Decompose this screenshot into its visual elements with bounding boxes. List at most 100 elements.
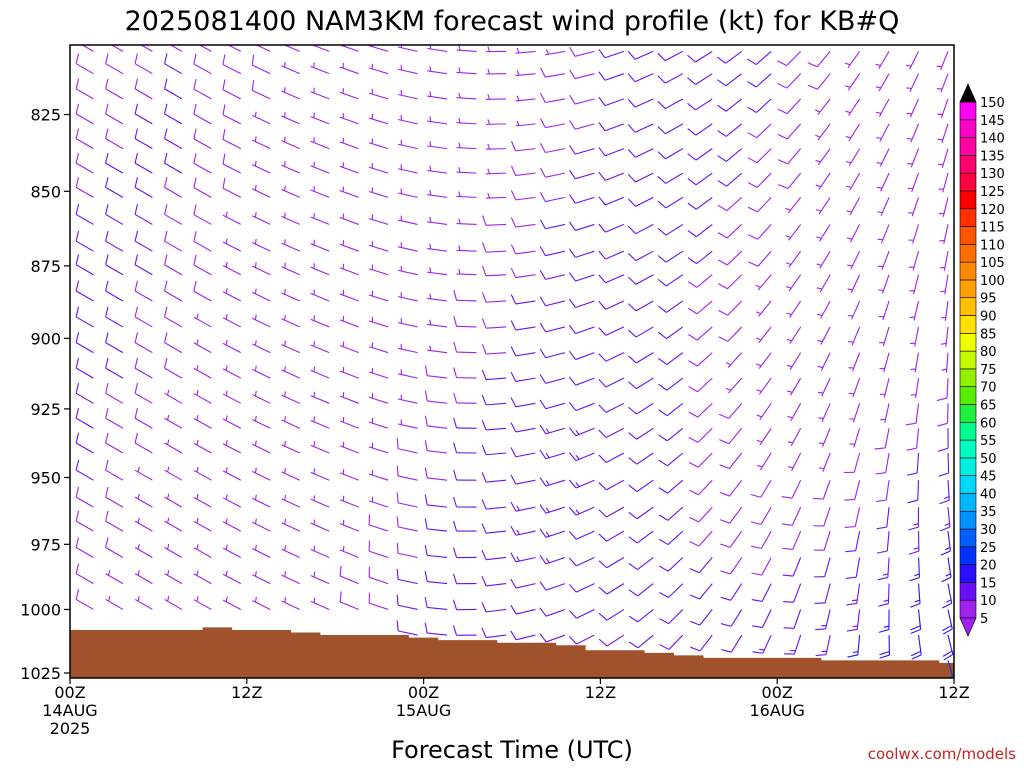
wind-barb <box>777 148 802 165</box>
barb-staff <box>397 630 418 636</box>
barb-flag <box>568 479 577 489</box>
wind-barb <box>659 583 684 599</box>
barb-flag <box>751 545 762 550</box>
barb-half-flag <box>167 517 170 523</box>
barb-flag <box>569 221 576 231</box>
barb-staff <box>667 452 684 467</box>
barb-flag <box>75 128 80 139</box>
wind-barb <box>134 280 153 302</box>
colorbar-swatch <box>959 261 977 281</box>
wind-barb <box>453 520 477 532</box>
barb-flag <box>510 397 517 408</box>
wind-barb <box>814 583 831 604</box>
wind-barb <box>658 427 684 442</box>
wind-barb <box>689 609 713 626</box>
colorbar-swatch <box>959 386 977 405</box>
barb-staff <box>227 45 242 52</box>
barb-half-flag <box>817 366 823 368</box>
wind-barb <box>874 428 890 450</box>
wind-barb <box>807 51 831 68</box>
wind-barb <box>757 452 772 471</box>
wind-barb <box>456 142 477 150</box>
wind-barb <box>875 51 890 69</box>
wind-barb <box>748 224 772 240</box>
wind-barb <box>568 324 595 335</box>
wind-barb <box>105 177 124 198</box>
wind-barb <box>877 197 890 216</box>
barb-flag <box>911 654 922 660</box>
barb-staff <box>605 223 625 233</box>
barb-flag <box>424 545 428 556</box>
wind-barb <box>481 472 507 483</box>
wind-barb <box>310 468 330 481</box>
barb-flag <box>628 511 638 520</box>
wind-barb <box>717 224 743 239</box>
barb-flag <box>539 607 547 617</box>
barb-flag <box>940 550 951 556</box>
barb-staff <box>761 583 772 602</box>
barb-staff <box>105 547 124 558</box>
barb-flag <box>687 77 696 85</box>
barb-half-flag <box>196 364 199 371</box>
barb-staff <box>75 63 94 75</box>
barb-flag <box>659 644 670 650</box>
wind-barb <box>658 452 684 467</box>
barb-staff <box>515 634 536 641</box>
barb-flag <box>750 493 761 498</box>
barb-flag <box>568 324 577 334</box>
wind-barb <box>310 315 330 328</box>
barb-flag <box>628 536 638 544</box>
wind-barb <box>310 341 330 354</box>
barb-staff <box>760 506 772 525</box>
barb-staff <box>636 530 654 544</box>
wind-barb <box>424 571 448 585</box>
barb-half-flag <box>487 46 491 52</box>
wind-barb <box>719 452 743 470</box>
wind-barb <box>877 224 890 244</box>
barb-flag <box>628 484 638 493</box>
barb-staff <box>605 300 625 310</box>
barb-staff <box>606 583 625 595</box>
barb-flag <box>717 259 728 266</box>
barb-half-flag <box>225 390 228 396</box>
barb-staff <box>164 213 183 225</box>
barb-staff <box>105 162 124 174</box>
wind-barb <box>310 87 330 100</box>
barb-flag <box>719 439 730 445</box>
wind-barb <box>947 660 954 678</box>
barb-flag <box>746 58 757 65</box>
wind-barb <box>910 583 921 608</box>
wind-barb <box>818 428 831 447</box>
barb-staff <box>606 530 625 542</box>
wind-barb <box>510 474 536 485</box>
barb-flag <box>568 350 577 360</box>
barb-staff <box>574 123 595 130</box>
barb-half-flag <box>945 546 951 551</box>
wind-barb <box>169 45 183 52</box>
barb-staff <box>545 223 566 230</box>
barb-flag <box>424 467 428 479</box>
wind-barb <box>105 332 124 354</box>
barb-staff <box>756 172 772 188</box>
wind-barb <box>748 250 772 267</box>
wind-barb <box>164 439 183 454</box>
colorbar-label: 55 <box>980 434 997 449</box>
barb-flag <box>396 438 399 449</box>
wind-barb <box>396 465 418 481</box>
colorbar-swatch <box>959 439 977 459</box>
colorbar-swatch <box>959 528 977 548</box>
wind-barb <box>222 314 242 328</box>
barb-staff <box>193 88 212 100</box>
credit-link[interactable]: coolwx.com/models <box>868 745 1016 763</box>
barb-flag <box>720 596 731 601</box>
wind-barb <box>193 415 212 429</box>
wind-barb <box>688 326 713 341</box>
wind-barb <box>845 148 861 167</box>
barb-flag <box>747 132 758 139</box>
wind-barb <box>908 224 920 244</box>
barb-flag <box>568 584 577 593</box>
barb-half-flag <box>313 391 316 398</box>
barb-flag <box>628 615 639 623</box>
barb-staff <box>397 448 418 454</box>
wind-barb <box>568 248 595 258</box>
